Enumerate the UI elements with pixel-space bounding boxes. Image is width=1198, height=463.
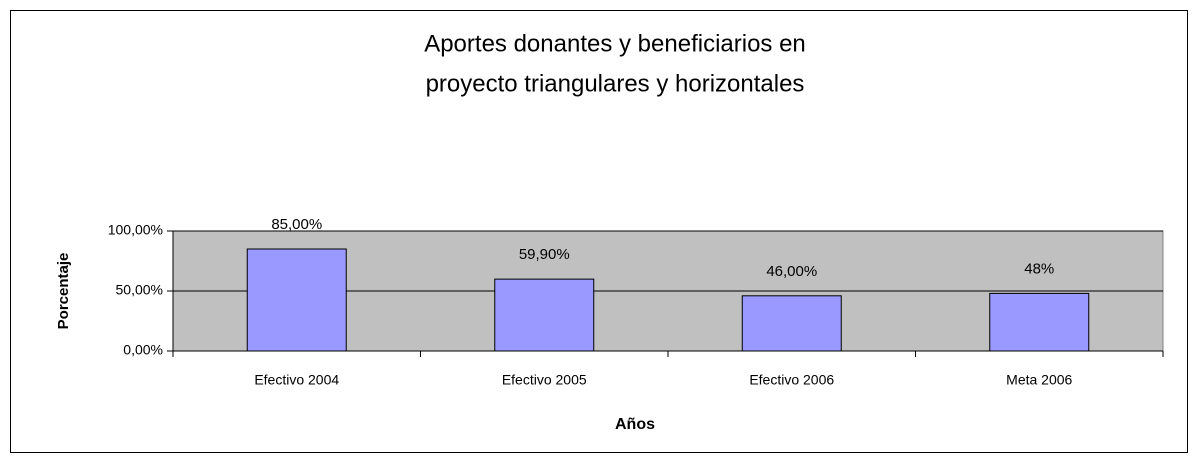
x-tick-label: Efectivo 2006 bbox=[749, 372, 834, 388]
bar bbox=[494, 278, 595, 352]
data-label: 48% bbox=[1024, 260, 1054, 277]
data-label: 46,00% bbox=[766, 263, 817, 280]
bar bbox=[989, 292, 1090, 352]
data-label: 85,00% bbox=[271, 216, 322, 233]
x-tick-label: Efectivo 2004 bbox=[254, 372, 339, 388]
data-label: 59,90% bbox=[519, 246, 570, 263]
y-tick-label: 50,00% bbox=[116, 282, 163, 298]
chart-title: proyecto triangulares y horizontales bbox=[426, 70, 805, 97]
x-tick-label: Efectivo 2005 bbox=[502, 372, 587, 388]
y-tick-label: 0,00% bbox=[123, 342, 163, 358]
y-tick-label: 100,00% bbox=[108, 222, 163, 238]
chart-title: Aportes donantes y beneficiarios en bbox=[424, 30, 806, 57]
bar bbox=[741, 295, 842, 352]
y-axis-title: Porcentaje bbox=[55, 253, 72, 330]
x-axis-title: Años bbox=[615, 416, 655, 433]
bar bbox=[246, 248, 347, 352]
x-tick-label: Meta 2006 bbox=[1006, 372, 1072, 388]
